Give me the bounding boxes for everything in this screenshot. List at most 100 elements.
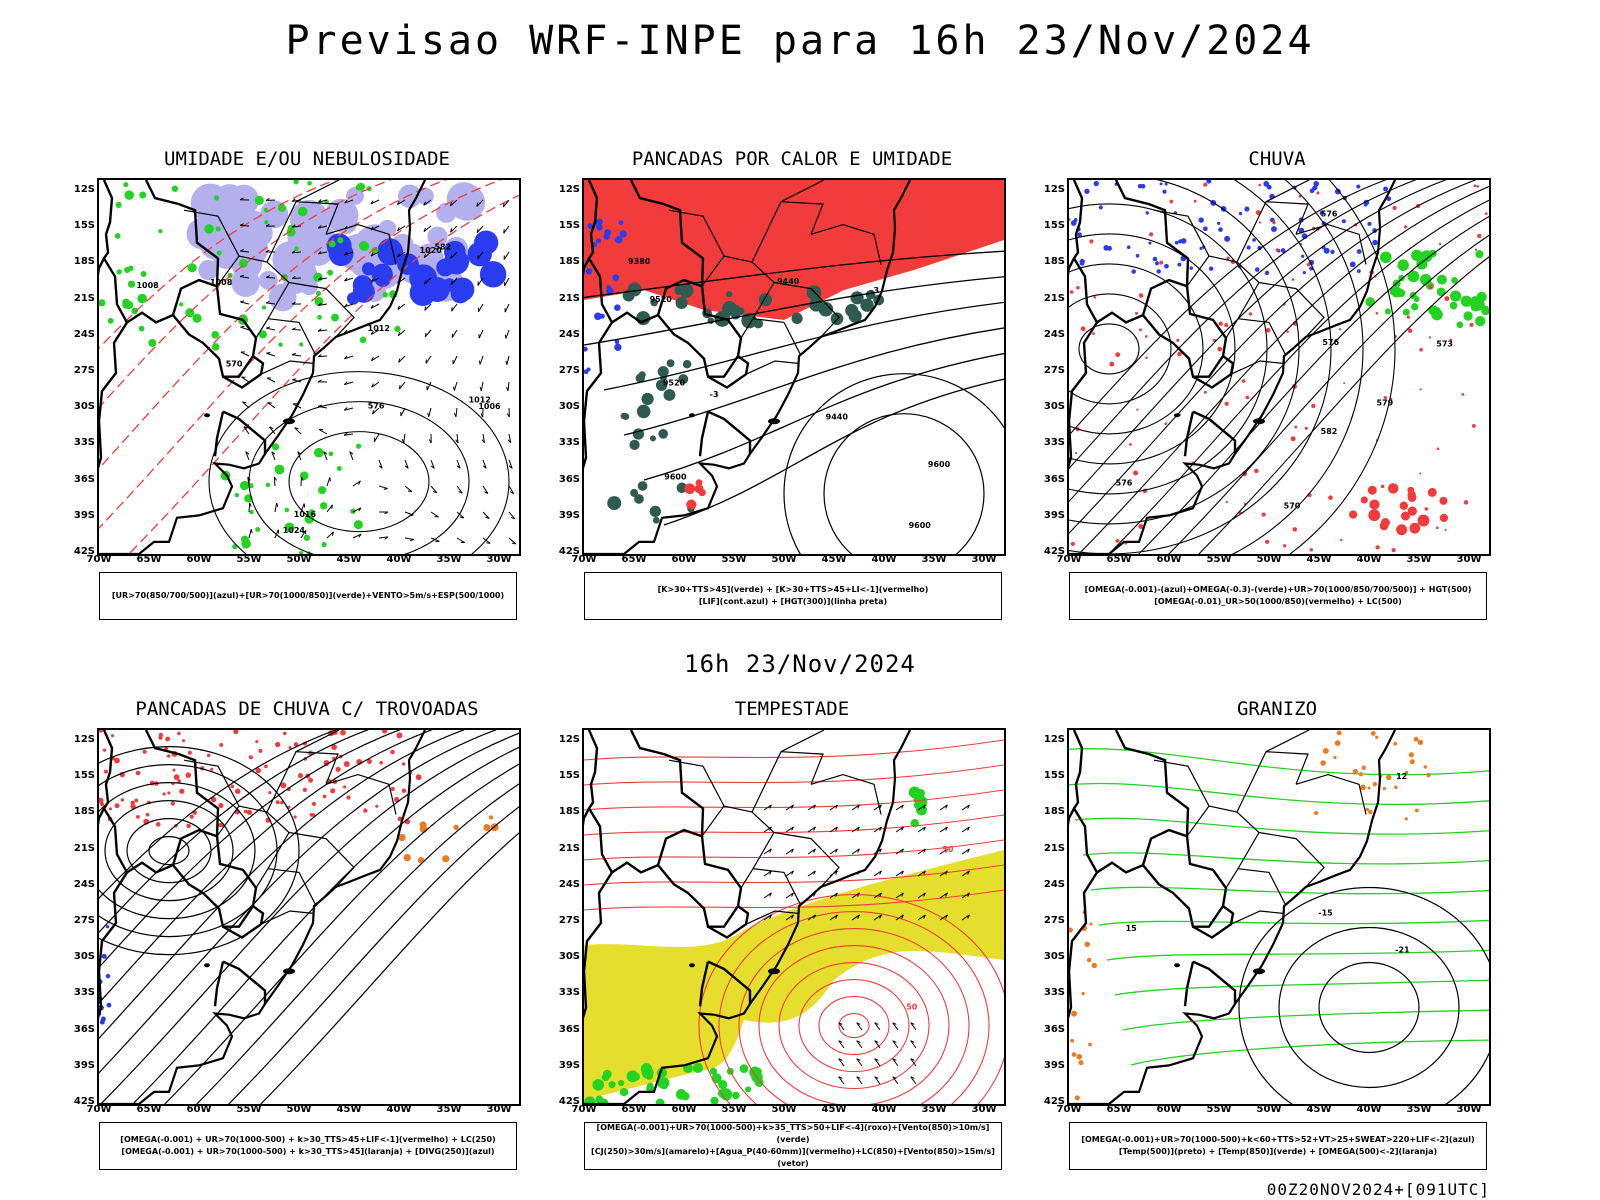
storm-area [398, 833, 406, 842]
storm-area [255, 740, 259, 744]
wind-vector [430, 485, 438, 494]
lake [689, 413, 695, 418]
wind-vector [450, 277, 458, 286]
wind-vector [239, 197, 250, 201]
storm-area [110, 734, 115, 738]
wind-vector [317, 199, 328, 203]
lagoon [283, 968, 295, 975]
contour-label: 1024 [283, 526, 306, 535]
omega-area [1162, 189, 1167, 194]
country-border [99, 871, 129, 1019]
state-border [1236, 751, 1309, 813]
storm-area [233, 730, 239, 735]
rain-area [1396, 524, 1408, 536]
storm-area [453, 824, 459, 830]
humidity-area [238, 258, 248, 268]
wind-vector [910, 1022, 917, 1031]
omega-area [1246, 245, 1251, 250]
omega-area [1358, 772, 1364, 777]
omega-area [1419, 273, 1432, 286]
wind-vector [397, 329, 406, 337]
convection-area [860, 298, 874, 312]
streamline [228, 806, 519, 1104]
omega-area [1409, 759, 1415, 765]
lon-tick-label: 40W [871, 1104, 897, 1115]
convection-area [726, 291, 733, 298]
height-contour [1069, 180, 1300, 525]
rain-area [1138, 328, 1142, 332]
wind-vector [317, 354, 328, 358]
convection-area [652, 516, 660, 524]
storm-area [155, 822, 161, 827]
convection-area [641, 392, 654, 406]
wind-vector [895, 826, 904, 833]
wind-vector [266, 377, 276, 383]
humidity-area [179, 302, 184, 307]
rain-area [1444, 528, 1447, 532]
rain-area [1133, 470, 1139, 476]
omega-area [1218, 227, 1223, 232]
height-contour [1069, 180, 1332, 554]
country-border [222, 905, 265, 939]
humidity-area [446, 182, 482, 217]
lon-tick-label: 50W [286, 554, 312, 565]
wind-vector [404, 485, 413, 493]
wind850-area [675, 1089, 687, 1100]
rain-area [1360, 496, 1368, 504]
humidity-area [350, 508, 356, 514]
storm-area [135, 770, 141, 776]
wind-vector [785, 848, 794, 855]
contour-label: 582 [434, 243, 451, 252]
lat-tick-label: 15S [558, 220, 580, 232]
storm-area [246, 809, 253, 816]
panel-title: GRANIZO [1236, 698, 1318, 720]
humidity-area [148, 338, 157, 347]
storm-area [302, 787, 307, 792]
lon-tick-label: 45W [336, 554, 362, 565]
water-contour [584, 889, 1004, 911]
storm-area [311, 801, 317, 807]
convection-area [698, 489, 706, 497]
omega-area [1089, 922, 1093, 926]
lif-contour [604, 229, 612, 237]
lat-tick-label: 42S [558, 1096, 580, 1107]
lon-tick-label: 30W [486, 1104, 512, 1115]
humidity-area [274, 464, 285, 475]
wind-vector [430, 459, 435, 469]
wind-vector [851, 804, 860, 811]
humidity-area [122, 298, 130, 307]
country-border [584, 321, 614, 469]
lon-tick-label: 35W [921, 1104, 947, 1115]
omega-area [1159, 182, 1163, 186]
omega-area [1135, 253, 1140, 258]
country-border [222, 355, 265, 389]
contour-label: 9380 [628, 257, 651, 266]
state-border [295, 730, 340, 753]
storm-area [135, 814, 140, 819]
wind-vector [370, 277, 380, 283]
lon-tick-label: 60W [671, 1104, 697, 1115]
water-contour [818, 996, 890, 1056]
omega-area [1398, 274, 1405, 282]
rain-area [1248, 312, 1253, 316]
wind-vector [478, 355, 484, 365]
map-svg: 1008 100810121016102010245765705821006101… [99, 180, 519, 554]
divergence-area [99, 1019, 105, 1025]
rain-area [1138, 523, 1144, 529]
rain-area [1383, 395, 1388, 400]
humidity-area [427, 226, 448, 247]
rain-area [1265, 327, 1271, 333]
storm-area [187, 750, 192, 755]
omega-area [1079, 261, 1085, 266]
legend-line: [OMEGA(-0.01)_UR>50(1000/850)(vermelho) … [1154, 597, 1402, 606]
wind-vector [856, 1058, 863, 1067]
omega-area [1174, 240, 1179, 245]
state-border [266, 201, 339, 263]
storm-area [186, 823, 191, 829]
wind850-area [754, 1077, 764, 1087]
wind-vector [430, 537, 440, 543]
country-border [1072, 730, 1190, 875]
omega-area [1319, 210, 1325, 216]
state-border [1153, 209, 1210, 257]
storm-area [255, 767, 262, 774]
